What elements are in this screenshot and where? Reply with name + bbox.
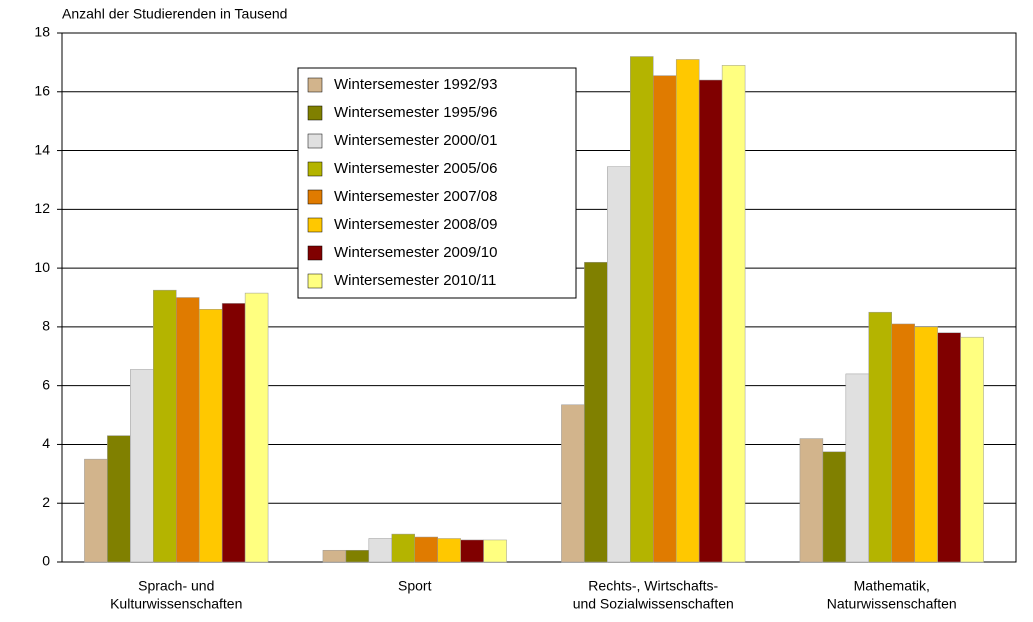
legend-swatch — [307, 105, 323, 121]
y-tick-label: 8 — [42, 318, 50, 334]
legend-label: Wintersemester 2000/01 — [334, 132, 497, 149]
bar — [84, 458, 108, 563]
bar — [675, 59, 700, 563]
y-tick-label: 18 — [34, 24, 50, 40]
bar — [483, 539, 507, 563]
bar — [584, 261, 608, 563]
bar — [937, 332, 961, 563]
chart-title: Anzahl der Studierenden in Tausend — [62, 6, 287, 22]
legend-swatch — [307, 77, 323, 93]
legend-box — [297, 67, 577, 299]
bar — [244, 292, 269, 563]
y-tick-label: 4 — [42, 435, 50, 451]
bar — [607, 166, 631, 563]
bar — [822, 451, 847, 563]
bar — [107, 435, 131, 563]
legend-swatch — [307, 133, 323, 149]
bar — [721, 65, 746, 563]
bar — [130, 369, 154, 563]
legend-label: Wintersemester 2009/10 — [334, 244, 497, 261]
bar — [322, 549, 347, 563]
bar — [153, 289, 177, 563]
plot-frame — [61, 32, 1017, 563]
bar — [221, 303, 246, 563]
legend-swatch — [307, 161, 323, 177]
x-tick-label: und Sozialwissenschaften — [573, 596, 734, 612]
y-tick-label: 12 — [34, 200, 50, 216]
bar — [845, 373, 870, 563]
bar — [176, 297, 200, 563]
y-tick-label: 10 — [34, 259, 50, 275]
legend-label: Wintersemester 1992/93 — [334, 76, 497, 93]
legend-label: Wintersemester 2008/09 — [334, 216, 497, 233]
legend-label: Wintersemester 2005/06 — [334, 160, 497, 177]
x-tick-label: Sport — [398, 578, 432, 594]
y-tick-label: 0 — [42, 553, 50, 569]
legend-label: Wintersemester 1995/96 — [334, 104, 497, 121]
x-tick-label: Sprach- und — [138, 578, 214, 594]
x-tick-label: Rechts-, Wirtschafts- — [588, 578, 718, 594]
x-tick-label: Mathematik, — [854, 578, 930, 594]
bar — [960, 336, 984, 563]
bar — [345, 549, 370, 563]
y-tick-label: 6 — [42, 376, 50, 392]
bar — [391, 533, 415, 563]
y-tick-label: 16 — [34, 82, 50, 98]
x-tick-label: Naturwissenschaften — [827, 596, 957, 612]
bar — [460, 539, 484, 563]
y-tick-label: 2 — [42, 494, 50, 510]
bar — [198, 309, 223, 563]
bar — [698, 79, 723, 563]
x-tick-label: Kulturwissenschaften — [110, 596, 242, 612]
bar — [868, 311, 892, 563]
legend-swatch — [307, 217, 323, 233]
legend-swatch — [307, 245, 323, 261]
bar — [368, 538, 393, 563]
bar — [914, 326, 938, 563]
bar — [437, 538, 461, 563]
bar — [414, 536, 438, 563]
bar — [653, 75, 677, 563]
bar — [891, 323, 915, 563]
bar — [561, 404, 585, 563]
bar — [630, 56, 654, 563]
legend-swatch — [307, 189, 323, 205]
legend-swatch — [307, 273, 323, 289]
y-tick-label: 14 — [34, 141, 50, 157]
bar — [799, 438, 824, 563]
legend-label: Wintersemester 2010/11 — [334, 272, 496, 289]
legend-label: Wintersemester 2007/08 — [334, 188, 497, 205]
